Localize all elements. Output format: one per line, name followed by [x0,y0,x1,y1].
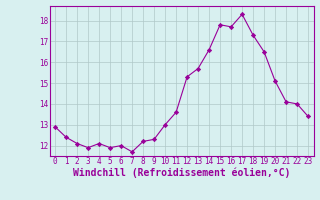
X-axis label: Windchill (Refroidissement éolien,°C): Windchill (Refroidissement éolien,°C) [73,168,290,178]
